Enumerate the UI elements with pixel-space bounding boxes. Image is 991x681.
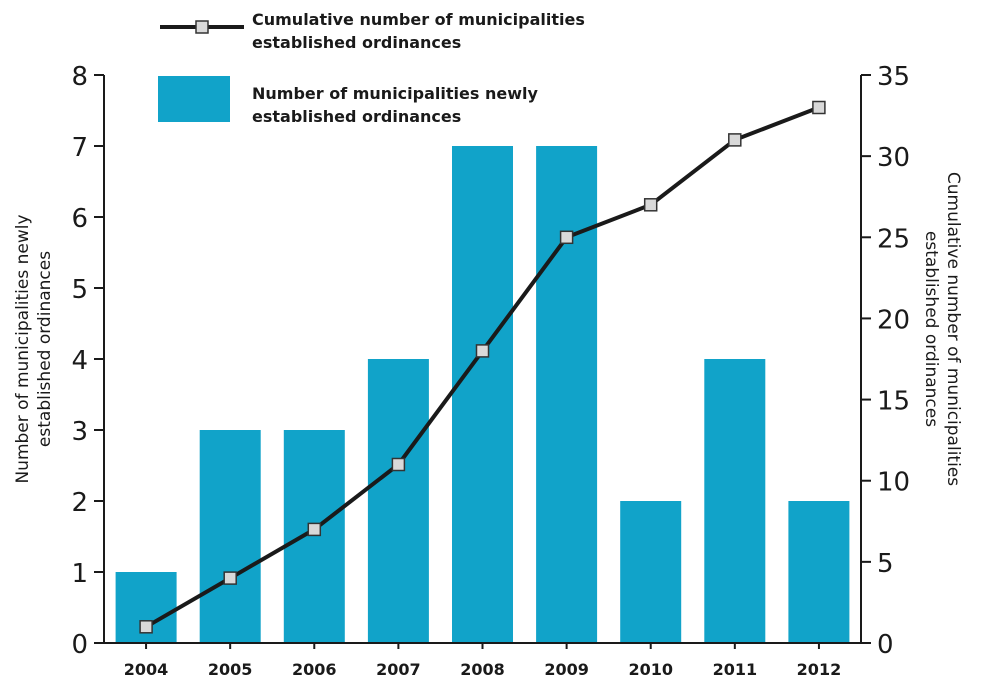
left-tick-label-6: 6	[71, 204, 88, 234]
legend-bar-label-1: Number of municipalities newly	[252, 84, 538, 103]
line-point-2007	[391, 457, 406, 472]
right-tick-label-20: 20	[877, 305, 910, 335]
legend-bar-label-2: established ordinances	[252, 107, 461, 126]
right-axis-title: Cumulative number of municipalitiesestab…	[921, 172, 963, 486]
x-tick-label-2010: 2010	[628, 660, 673, 679]
line-point-2011	[728, 133, 742, 147]
line-point-2005	[223, 571, 237, 585]
left-tick-label-8: 8	[71, 62, 88, 92]
legend-line-marker	[195, 20, 209, 34]
left-tick-label-5: 5	[71, 275, 88, 305]
bar-2010	[620, 501, 682, 643]
right-tick-label-35: 35	[877, 62, 910, 92]
left-tick-label-1: 1	[71, 559, 88, 589]
x-tick-label-2008: 2008	[460, 660, 505, 679]
right-tick-label-15: 15	[877, 387, 910, 417]
legend: Cumulative number of municipalities estab…	[158, 10, 585, 126]
x-tick-label-2011: 2011	[713, 660, 758, 679]
right-tick-label-5: 5	[877, 549, 894, 579]
bar-2008	[452, 146, 513, 643]
x-tick-label-2004: 2004	[124, 660, 169, 679]
line-point-2012	[812, 100, 826, 115]
legend-line-label-2: established ordinances	[252, 33, 461, 52]
left-axis-title-line-2: established ordinances	[35, 251, 55, 447]
bar-series-newly-established	[115, 146, 850, 643]
left-tick-label-2: 2	[71, 488, 88, 518]
bar-2009	[536, 146, 598, 643]
x-tick-label-2007: 2007	[376, 660, 421, 679]
left-tick-label-3: 3	[71, 417, 88, 447]
bar-2005	[199, 430, 261, 643]
x-tick-label-2009: 2009	[544, 660, 589, 679]
bar-2012	[788, 501, 850, 643]
left-tick-label-7: 7	[71, 133, 88, 163]
x-tick-label-2005: 2005	[208, 660, 253, 679]
right-tick-label-25: 25	[877, 224, 910, 254]
right-tick-label-30: 30	[877, 143, 910, 173]
left-axis-title-line-1: Number of municipalities newly	[13, 214, 33, 483]
right-axis-title-line-1: Cumulative number of municipalities	[943, 172, 963, 486]
line-point-2009	[559, 230, 574, 245]
legend-line-label-1: Cumulative number of municipalities	[252, 10, 585, 29]
line-point-2008	[475, 344, 490, 358]
x-tick-label-2006: 2006	[292, 660, 337, 679]
bar-2006	[283, 430, 345, 643]
legend-bar-swatch	[158, 76, 230, 122]
left-tick-label-0: 0	[71, 630, 88, 660]
right-tick-label-0: 0	[877, 630, 894, 660]
right-tick-label-10: 10	[877, 468, 910, 498]
x-tick-label-2012: 2012	[797, 660, 842, 679]
line-point-2010	[643, 198, 658, 212]
right-axis-title-line-2: established ordinances	[921, 231, 941, 427]
left-tick-label-4: 4	[71, 346, 88, 376]
line-point-2006	[307, 522, 322, 537]
line-point-2004	[139, 620, 153, 634]
bar-2007	[367, 359, 429, 643]
left-axis-title: Number of municipalities newly establishe…	[13, 214, 55, 483]
bar-2011	[704, 359, 766, 643]
